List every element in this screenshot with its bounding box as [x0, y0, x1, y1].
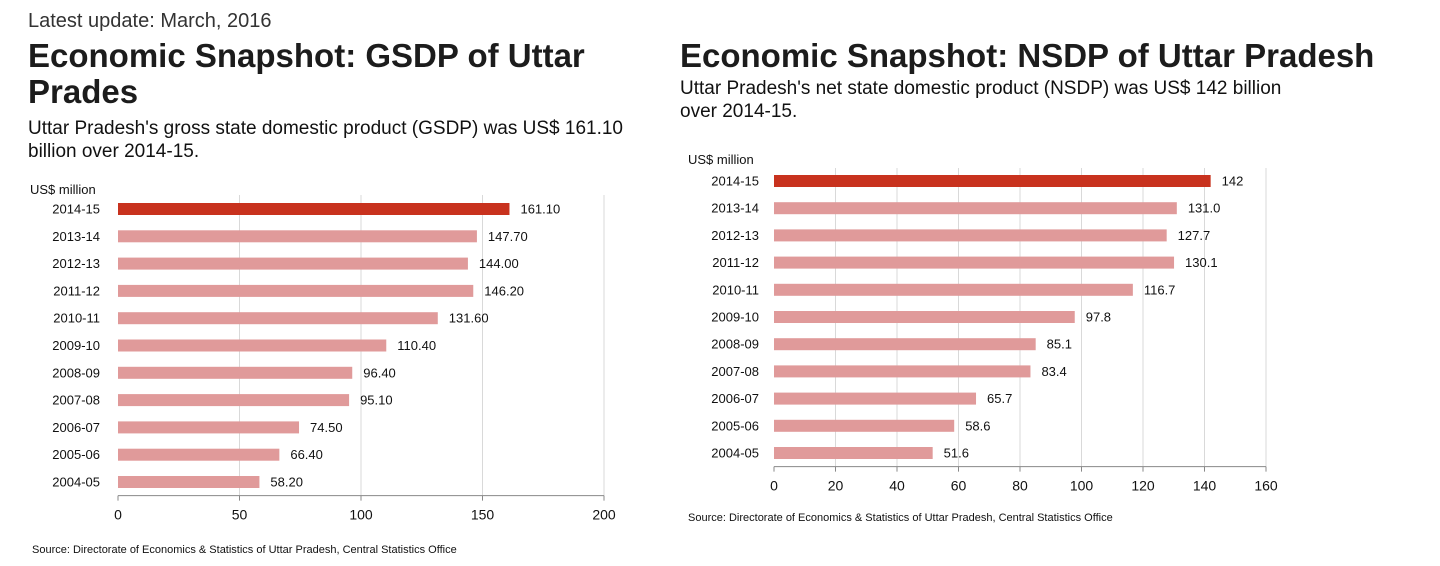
gsdp-bar — [118, 394, 350, 407]
nsdp-category-label: 2006-07 — [711, 391, 759, 406]
gsdp-value-label: 66.40 — [290, 447, 323, 462]
gsdp-bar — [118, 257, 468, 270]
nsdp-value-label: 131.0 — [1188, 201, 1221, 216]
nsdp-bar — [774, 338, 1036, 351]
nsdp-value-label: 127.7 — [1178, 228, 1211, 243]
nsdp-category-label: 2011-12 — [712, 255, 759, 270]
gsdp-chart-title: Economic Snapshot: GSDP of Uttar Prades — [28, 37, 585, 110]
gsdp-category-label: 2004-05 — [52, 475, 100, 490]
gsdp-category-label: 2012-13 — [52, 256, 100, 271]
gsdp-category-label: 2013-14 — [52, 229, 100, 244]
nsdp-category-label: 2012-13 — [711, 228, 759, 243]
nsdp-tick-label: 100 — [1070, 478, 1094, 494]
nsdp-value-label: 51.6 — [944, 446, 969, 461]
nsdp-category-label: 2009-10 — [711, 310, 759, 325]
nsdp-bar — [774, 365, 1031, 378]
update-text: Latest update: March, 2016 — [28, 10, 272, 32]
gsdp-category-label: 2006-07 — [52, 420, 100, 435]
gsdp-value-label: 144.00 — [479, 256, 519, 271]
gsdp-category-label: 2008-09 — [52, 365, 100, 380]
nsdp-category-label: 2004-05 — [711, 446, 759, 461]
nsdp-category-label: 2008-09 — [711, 337, 759, 352]
nsdp-bar — [774, 419, 955, 432]
nsdp-bar — [774, 447, 933, 459]
gsdp-category-label: 2010-11 — [53, 311, 100, 326]
gsdp-unit-label: US$ million — [30, 182, 96, 197]
nsdp-tick-label: 20 — [828, 478, 844, 494]
nsdp-tick-label: 120 — [1131, 478, 1155, 494]
gsdp-category-label: 2005-06 — [52, 447, 100, 462]
nsdp-source-note: Source: Directorate of Economics & Stati… — [688, 512, 1113, 524]
nsdp-bar — [774, 175, 1211, 187]
gsdp-tick-label: 100 — [349, 507, 373, 523]
nsdp-value-label: 116.7 — [1144, 282, 1176, 297]
nsdp-value-label: 65.7 — [987, 391, 1012, 406]
nsdp-value-label: 130.1 — [1185, 255, 1218, 270]
nsdp-tick-label: 140 — [1193, 478, 1217, 494]
gsdp-source-note: Source: Directorate of Economics & Stati… — [32, 544, 457, 556]
nsdp-tick-label: 80 — [1012, 478, 1028, 494]
gsdp-bar — [118, 366, 353, 379]
gsdp-tick-label: 0 — [114, 507, 122, 523]
nsdp-tick-label: 0 — [770, 478, 778, 494]
gsdp-bar — [118, 230, 477, 243]
gsdp-value-label: 146.20 — [484, 283, 524, 298]
nsdp-chart-subtitle: Uttar Pradesh's net state domestic produ… — [680, 78, 1282, 122]
gsdp-value-label: 147.70 — [488, 229, 528, 244]
nsdp-bar — [774, 311, 1075, 323]
gsdp-category-label: 2014-15 — [52, 202, 100, 217]
nsdp-unit-label: US$ million — [688, 152, 754, 167]
gsdp-bar — [118, 312, 438, 325]
nsdp-tick-label: 60 — [951, 478, 967, 494]
nsdp-tick-label: 40 — [889, 478, 905, 494]
nsdp-bar — [774, 256, 1175, 269]
nsdp-category-label: 2007-08 — [711, 364, 759, 379]
nsdp-tick-label: 160 — [1254, 478, 1278, 494]
gsdp-bar — [118, 339, 387, 352]
nsdp-chart-title: Economic Snapshot: NSDP of Uttar Pradesh — [680, 37, 1375, 74]
nsdp-value-label: 85.1 — [1047, 337, 1072, 352]
gsdp-category-label: 2011-12 — [53, 283, 100, 298]
nsdp-value-label: 83.4 — [1041, 364, 1066, 379]
gsdp-value-label: 96.40 — [363, 365, 396, 380]
nsdp-bar — [774, 229, 1167, 242]
nsdp-value-label: 58.6 — [965, 418, 990, 433]
nsdp-category-label: 2005-06 — [711, 418, 759, 433]
nsdp-category-label: 2013-14 — [711, 201, 759, 216]
gsdp-bar — [118, 203, 510, 215]
nsdp-value-label: 142 — [1222, 174, 1244, 189]
gsdp-value-label: 74.50 — [310, 420, 343, 435]
gsdp-value-label: 58.20 — [270, 475, 303, 490]
gsdp-value-label: 110.40 — [397, 338, 436, 353]
gsdp-tick-label: 200 — [592, 507, 616, 523]
gsdp-value-label: 131.60 — [449, 311, 489, 326]
gsdp-bar — [118, 284, 474, 297]
gsdp-chart-subtitle: Uttar Pradesh's gross state domestic pro… — [28, 118, 623, 162]
nsdp-value-label: 97.8 — [1086, 310, 1111, 325]
gsdp-value-label: 161.10 — [520, 202, 560, 217]
nsdp-bar — [774, 283, 1133, 296]
nsdp-bar — [774, 202, 1177, 215]
gsdp-bar — [118, 421, 300, 434]
gsdp-bar — [118, 476, 260, 488]
nsdp-category-label: 2014-15 — [711, 174, 759, 189]
gsdp-tick-label: 50 — [232, 507, 248, 523]
gsdp-category-label: 2007-08 — [52, 393, 100, 408]
gsdp-value-label: 95.10 — [360, 393, 393, 408]
nsdp-bar — [774, 392, 977, 405]
nsdp-category-label: 2010-11 — [712, 282, 759, 297]
gsdp-category-label: 2009-10 — [52, 338, 100, 353]
gsdp-tick-label: 150 — [471, 507, 495, 523]
gsdp-bar — [118, 448, 280, 461]
